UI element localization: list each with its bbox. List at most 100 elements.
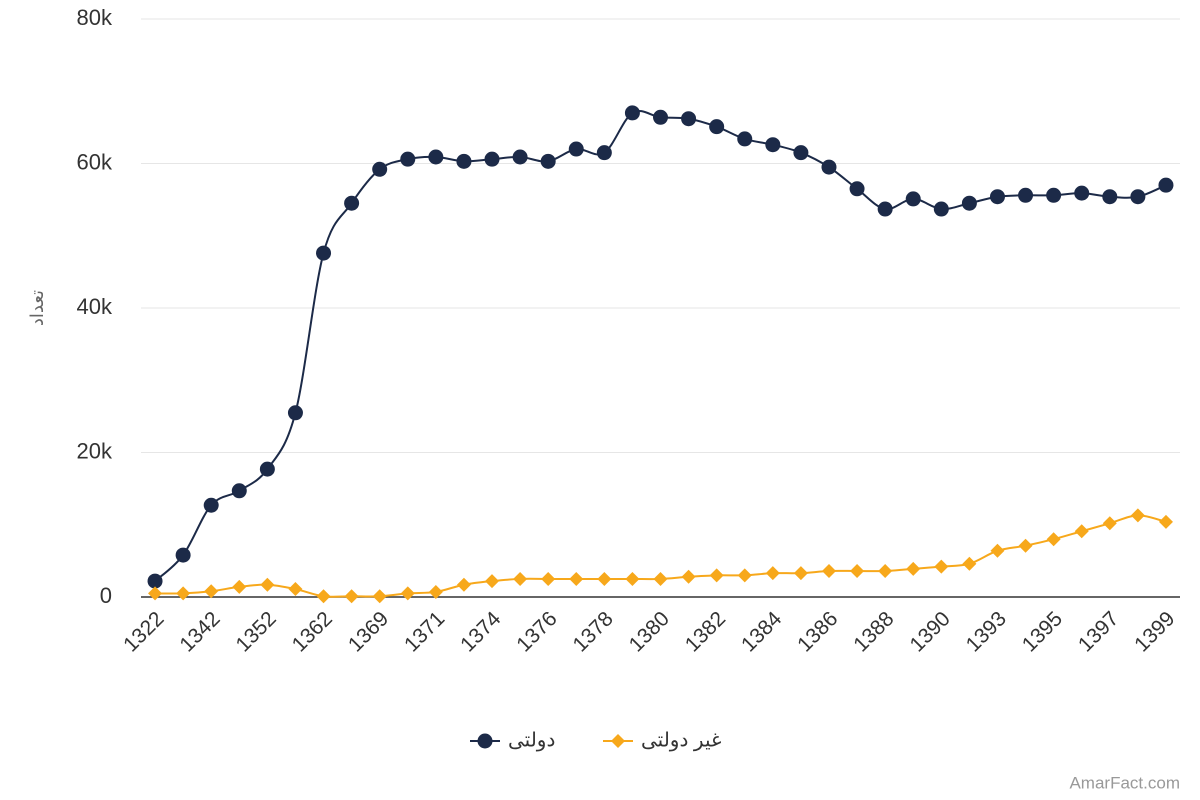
data-point [990,543,1005,558]
data-point [681,569,696,584]
x-tick-label: 1399 [1130,607,1179,656]
data-point [288,582,303,597]
x-tick-label: 1322 [119,607,168,656]
data-point [344,195,360,211]
data-point [316,245,332,261]
data-point [232,579,247,594]
data-point [1130,189,1146,205]
data-point [372,589,387,604]
data-point [737,131,753,147]
data-point [148,586,163,601]
data-point [962,556,977,571]
data-point [1074,185,1090,201]
data-point [905,191,921,207]
data-point [400,586,415,601]
x-tick-label: 1378 [568,607,617,656]
x-tick-label: 1395 [1018,607,1067,656]
data-point [231,483,247,499]
data-point [456,577,471,592]
data-point [568,141,584,157]
x-tick-label: 1352 [232,607,281,656]
data-point [372,161,388,177]
x-tick-label: 1390 [905,607,954,656]
x-tick-label: 1369 [344,607,393,656]
data-point [709,119,725,135]
x-tick-label: 1386 [793,607,842,656]
data-point [1046,532,1061,547]
data-point [316,589,331,604]
x-tick-label: 1342 [175,607,224,656]
data-point [1074,524,1089,539]
data-point [906,561,921,576]
data-point [765,137,781,153]
legend-label: دولتی [508,729,555,751]
data-point [176,586,191,601]
data-point [933,201,949,217]
data-point [624,105,640,121]
data-point [1102,189,1118,205]
data-point [1018,187,1034,203]
data-point [175,547,191,563]
data-point [344,589,359,604]
data-point [1018,538,1033,553]
data-point [765,566,780,581]
data-point [821,563,836,578]
y-tick-label: 80k [77,5,113,30]
y-tick-label: 0 [100,583,112,608]
x-tick-label: 1382 [681,607,730,656]
data-point [737,568,752,583]
data-point [989,189,1005,205]
data-point [878,563,893,578]
data-point [849,181,865,197]
data-point [512,149,528,165]
y-tick-label: 20k [77,438,113,463]
data-point [821,159,837,175]
data-point [204,584,219,599]
data-point [485,574,500,589]
series-line [154,109,1167,582]
data-point [1158,514,1173,529]
data-point [260,577,275,592]
x-tick-label: 1362 [288,607,337,656]
x-tick-label: 1376 [512,607,561,656]
data-point [934,559,949,574]
data-point [569,571,584,586]
watermark: AmarFact.com [1069,773,1180,792]
x-tick-label: 1384 [737,607,787,657]
data-point [877,201,893,217]
data-point [793,145,809,161]
legend-marker [477,733,493,749]
x-tick-label: 1397 [1074,607,1123,656]
x-tick-label: 1380 [625,607,674,656]
data-point [850,563,865,578]
data-point [428,584,443,599]
data-point [513,571,528,586]
data-point [541,571,556,586]
data-point [540,153,556,169]
data-point [1046,187,1062,203]
data-point [287,405,303,421]
data-point [1158,177,1174,193]
data-point [484,151,500,167]
data-point [596,145,612,161]
data-point [625,571,640,586]
data-point [203,497,219,513]
y-tick-label: 60k [77,149,113,174]
data-point [456,153,472,169]
data-point [709,568,724,583]
data-point [961,195,977,211]
x-tick-label: 1388 [849,607,898,656]
data-point [1102,516,1117,531]
x-tick-label: 1393 [962,607,1011,656]
data-point [259,461,275,477]
data-point [400,151,416,167]
data-point [147,573,163,589]
data-point [681,111,697,127]
y-axis-title: تعداد [27,290,47,326]
data-point [428,149,444,165]
data-point [597,571,612,586]
legend-marker [611,734,625,748]
x-tick-label: 1374 [456,607,506,657]
